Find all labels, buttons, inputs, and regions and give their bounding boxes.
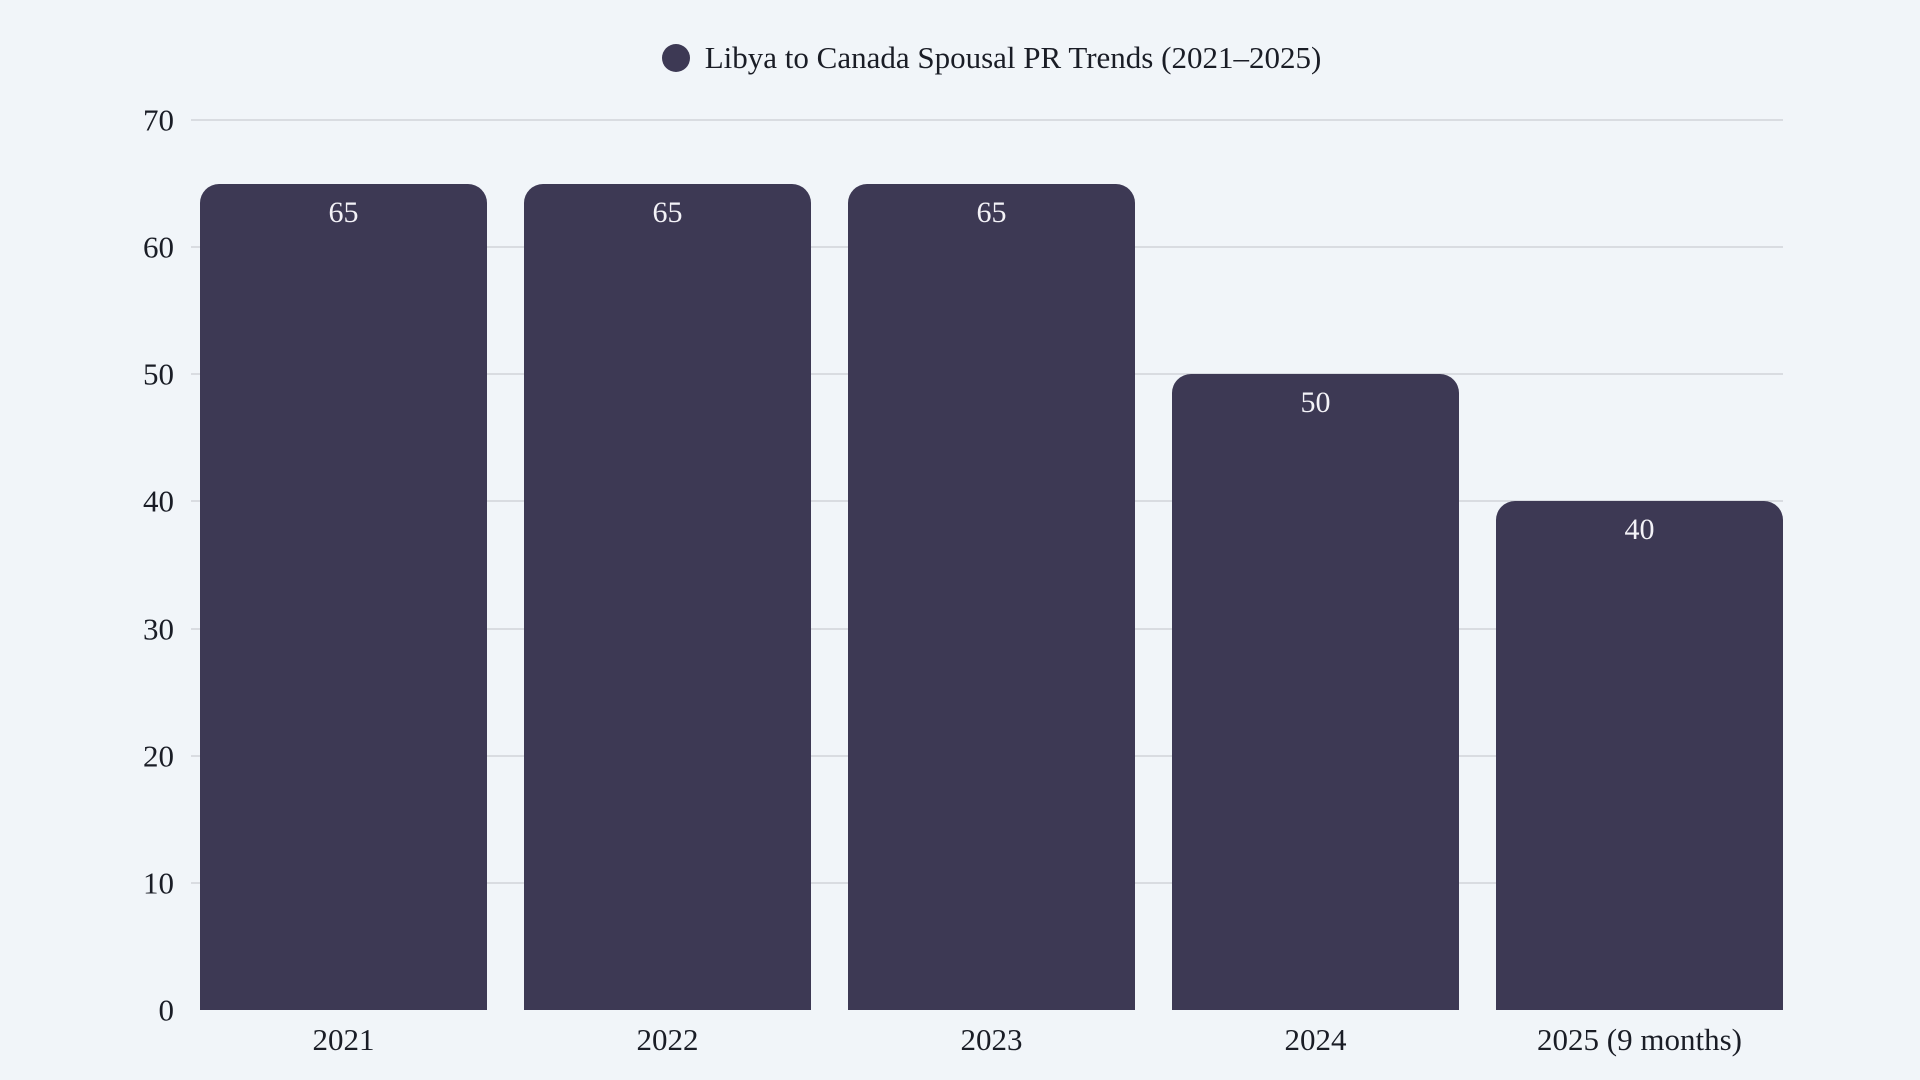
bar-value-label: 65 xyxy=(976,195,1007,229)
x-axis-label: 2022 xyxy=(636,1022,699,1057)
y-axis-tick-label-20: 20 xyxy=(143,738,174,774)
bar-value-label: 50 xyxy=(1300,386,1331,420)
y-axis-tick-label-40: 40 xyxy=(143,483,174,519)
y-axis-tick-label-10: 10 xyxy=(143,865,174,901)
x-axis-label: 2023 xyxy=(960,1022,1023,1057)
y-axis-tick-label-50: 50 xyxy=(143,356,174,392)
plot-area: 0 10 20 30 40 50 60 70 65 2021 65 2022 65 2023 50 2024 4… xyxy=(143,105,1783,1057)
bar-value-label: 65 xyxy=(328,195,359,229)
y-axis-tick-label-70: 70 xyxy=(143,102,174,138)
bar-value-label: 65 xyxy=(652,195,683,229)
bar-2022[interactable]: 65 xyxy=(524,183,811,1010)
chart-legend[interactable]: Libya to Canada Spousal PR Trends (2021–… xyxy=(200,40,1783,76)
bar-value-label: 40 xyxy=(1624,513,1655,547)
x-axis-label: 2024 xyxy=(1284,1022,1347,1057)
bar-2023[interactable]: 65 xyxy=(848,183,1135,1010)
y-axis-tick-label-60: 60 xyxy=(143,229,174,265)
y-axis-tick-label-0: 0 xyxy=(158,992,175,1028)
bar-2024[interactable]: 50 xyxy=(1172,374,1459,1010)
legend-label: Libya to Canada Spousal PR Trends (2021–… xyxy=(704,40,1322,75)
legend-marker-icon xyxy=(661,44,690,72)
y-axis-tick-label-30: 30 xyxy=(143,611,174,647)
bar-2021[interactable]: 65 xyxy=(200,183,487,1010)
gridline-70 xyxy=(191,119,1783,121)
x-axis-label: 2021 xyxy=(312,1022,375,1057)
x-axis-label: 2025 (9 months) xyxy=(1537,1022,1742,1057)
bar-2025 (9 months)[interactable]: 40 xyxy=(1496,501,1783,1010)
